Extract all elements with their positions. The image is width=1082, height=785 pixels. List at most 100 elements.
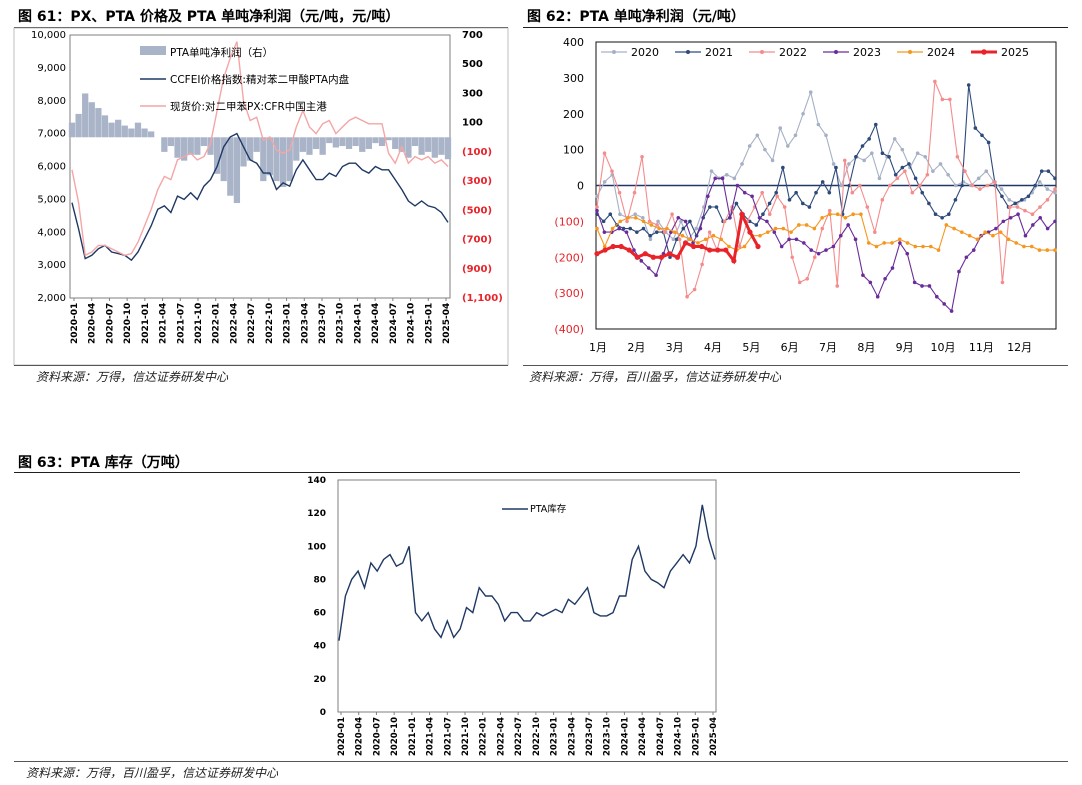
fig63-x-tick: 2024-10 <box>674 717 684 756</box>
fig62-point-2022 <box>655 223 659 227</box>
fig62-point-2021 <box>608 212 613 216</box>
fig63-x-tick: 2023-04 <box>567 717 577 756</box>
fig62-point-2021 <box>867 137 871 141</box>
fig62-point-2024 <box>890 241 894 245</box>
fig62-point-2022 <box>970 183 975 188</box>
fig62-point-2022 <box>985 183 990 188</box>
fig61-profit-bar <box>392 137 399 149</box>
fig63-title: 图 63：PTA 库存（万吨） <box>18 455 189 471</box>
fig62-point-2023 <box>757 215 762 220</box>
fig62-point-2020 <box>641 215 645 220</box>
fig62-point-2024 <box>897 237 902 242</box>
fig63-y-tick: 140 <box>307 476 326 486</box>
fig62-point-2023 <box>838 233 843 238</box>
fig62-point-2023 <box>698 226 703 231</box>
fig62-point-2023 <box>861 273 865 277</box>
fig62-point-2024 <box>602 244 607 249</box>
fig61-legend-swatch <box>140 46 166 55</box>
fig62-title: 图 62：PTA 单吨净利润（元/吨） <box>527 9 745 25</box>
fig63-series-inventory <box>338 504 716 641</box>
fig62-point-2023 <box>831 244 836 249</box>
fig62-legend-label: 2020 <box>631 46 659 59</box>
fig62-point-2022 <box>1045 198 1050 202</box>
fig62-point-2022 <box>955 155 960 159</box>
fig62-point-2020 <box>747 144 752 148</box>
fig63-x-tick: 2020-04 <box>355 717 365 756</box>
fig62-point-2021 <box>754 223 759 227</box>
fig61-profit-bar <box>128 128 135 138</box>
fig62-x-tick: 10月 <box>931 341 956 354</box>
fig62-point-2022 <box>767 212 772 216</box>
fig62-point-2021 <box>927 201 931 206</box>
fig62-point-2025 <box>723 247 729 253</box>
fig63-x-tick: 2025-01 <box>691 717 701 756</box>
fig62-point-2022 <box>895 176 900 181</box>
fig62-point-2022 <box>775 194 779 199</box>
fig61-profit-bar <box>425 137 432 152</box>
fig62-point-2021 <box>781 165 785 170</box>
fig62-point-2023 <box>720 176 725 181</box>
fig62-point-2025 <box>618 243 624 250</box>
fig62-point-2023 <box>935 294 939 299</box>
fig62-point-2020 <box>778 126 782 130</box>
fig62-point-2023 <box>676 215 681 220</box>
fig62-point-2022 <box>857 183 862 188</box>
fig61-left-tick: 9,000 <box>37 63 66 74</box>
fig62-point-2022 <box>805 276 810 281</box>
fig62-point-2021 <box>681 226 686 231</box>
fig62-point-2023 <box>846 223 850 227</box>
fig62-point-2023 <box>624 230 629 234</box>
fig61-left-tick: 4,000 <box>37 227 66 238</box>
fig62-point-2022 <box>722 219 727 224</box>
fig62-point-2023 <box>971 248 976 252</box>
fig61-x-tick: 2022-04 <box>229 303 239 344</box>
fig62-point-2023 <box>779 244 784 249</box>
fig62-x-tick: 4月 <box>704 341 722 354</box>
fig62-point-2024 <box>634 215 638 220</box>
fig62-point-2021 <box>601 219 606 224</box>
fig62-point-2024 <box>1045 248 1050 252</box>
fig61-x-tick: 2024-07 <box>389 303 399 344</box>
fig61-profit-bar <box>174 137 181 158</box>
fig61-series-pta <box>71 132 449 262</box>
fig62-point-2020 <box>1045 187 1050 191</box>
fig62-point-2022 <box>595 205 599 209</box>
fig62-point-2021 <box>668 255 672 260</box>
fig62-point-2023 <box>713 176 717 181</box>
fig62-point-2022 <box>888 183 892 188</box>
fig62-point-2023 <box>816 251 821 256</box>
fig62-point-2020 <box>831 162 836 166</box>
fig61-x-tick: 2021-07 <box>176 303 186 344</box>
fig62-point-2022 <box>865 205 870 209</box>
fig62-point-2021 <box>714 205 719 209</box>
fig61-x-tick: 2021-10 <box>194 303 204 344</box>
fig62-point-2021 <box>761 212 765 216</box>
fig62-point-2024 <box>921 244 925 249</box>
fig62-point-2023 <box>994 226 998 231</box>
fig62-point-2020 <box>724 172 729 177</box>
fig62-point-2023 <box>942 302 946 306</box>
fig62-point-2021 <box>827 190 832 195</box>
fig62-x-tick: 6月 <box>781 341 799 354</box>
fig62-legend-label: 2021 <box>705 46 733 59</box>
fig62-point-2024 <box>1014 241 1018 245</box>
fig62-point-2024 <box>936 248 941 252</box>
fig62-point-2025 <box>610 243 616 250</box>
fig62-point-2020 <box>839 183 844 188</box>
fig61-left-tick: 3,000 <box>37 260 66 271</box>
fig63-y-tick: 100 <box>307 542 326 552</box>
fig61-bottom-rule <box>14 365 508 366</box>
fig62-point-2023 <box>875 294 880 299</box>
fig61-profit-bar <box>101 115 109 138</box>
fig62-point-2023 <box>853 237 858 242</box>
fig62-point-2022 <box>1015 205 1020 209</box>
fig62-point-2021 <box>953 198 958 202</box>
fig61-right-tick: (700) <box>462 235 492 246</box>
fig62-point-2024 <box>781 226 786 231</box>
fig62-point-2022 <box>842 158 847 163</box>
fig62-point-2022 <box>918 183 922 188</box>
fig62-point-2022 <box>948 97 952 102</box>
fig62-point-2020 <box>602 180 607 184</box>
fig61-profit-bar <box>306 137 313 155</box>
fig63-plot-area <box>337 479 717 713</box>
